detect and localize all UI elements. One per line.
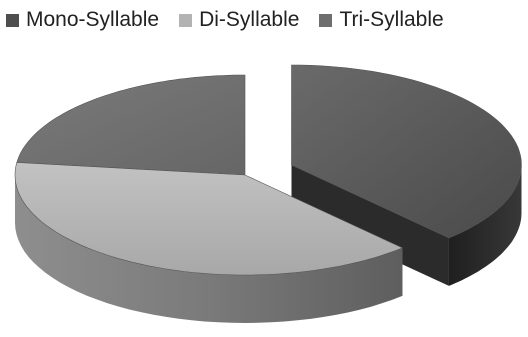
- pie-side-di-syllable: [15, 175, 403, 323]
- pie-slice-di-syllable: [14, 162, 404, 323]
- legend-label-di-syllable: Di-Syllable: [199, 8, 300, 31]
- pie-slice-mono-syllable: [291, 64, 522, 286]
- legend-item-di-syllable: Di-Syllable: [179, 8, 299, 32]
- legend-label-tri-syllable: Tri-Syllable: [339, 8, 444, 31]
- pie-top-di-syllable: [14, 162, 404, 276]
- legend-swatch-mono-syllable: [6, 13, 19, 27]
- chart-legend: Mono-Syllable Di-Syllable Tri-Syllable: [6, 4, 526, 36]
- legend-item-mono-syllable: Mono-Syllable: [6, 8, 159, 32]
- legend-item-tri-syllable: Tri-Syllable: [319, 8, 444, 32]
- legend-label-mono-syllable: Mono-Syllable: [26, 8, 160, 31]
- legend-swatch-tri-syllable: [319, 13, 333, 27]
- pie-side-mono-syllable: [448, 165, 522, 286]
- pie-top-tri-syllable: [16, 74, 246, 176]
- pie-wall-mono-syllable-1: [291, 164, 449, 286]
- legend-swatch-di-syllable: [179, 13, 193, 27]
- pie-top-mono-syllable: [291, 64, 522, 239]
